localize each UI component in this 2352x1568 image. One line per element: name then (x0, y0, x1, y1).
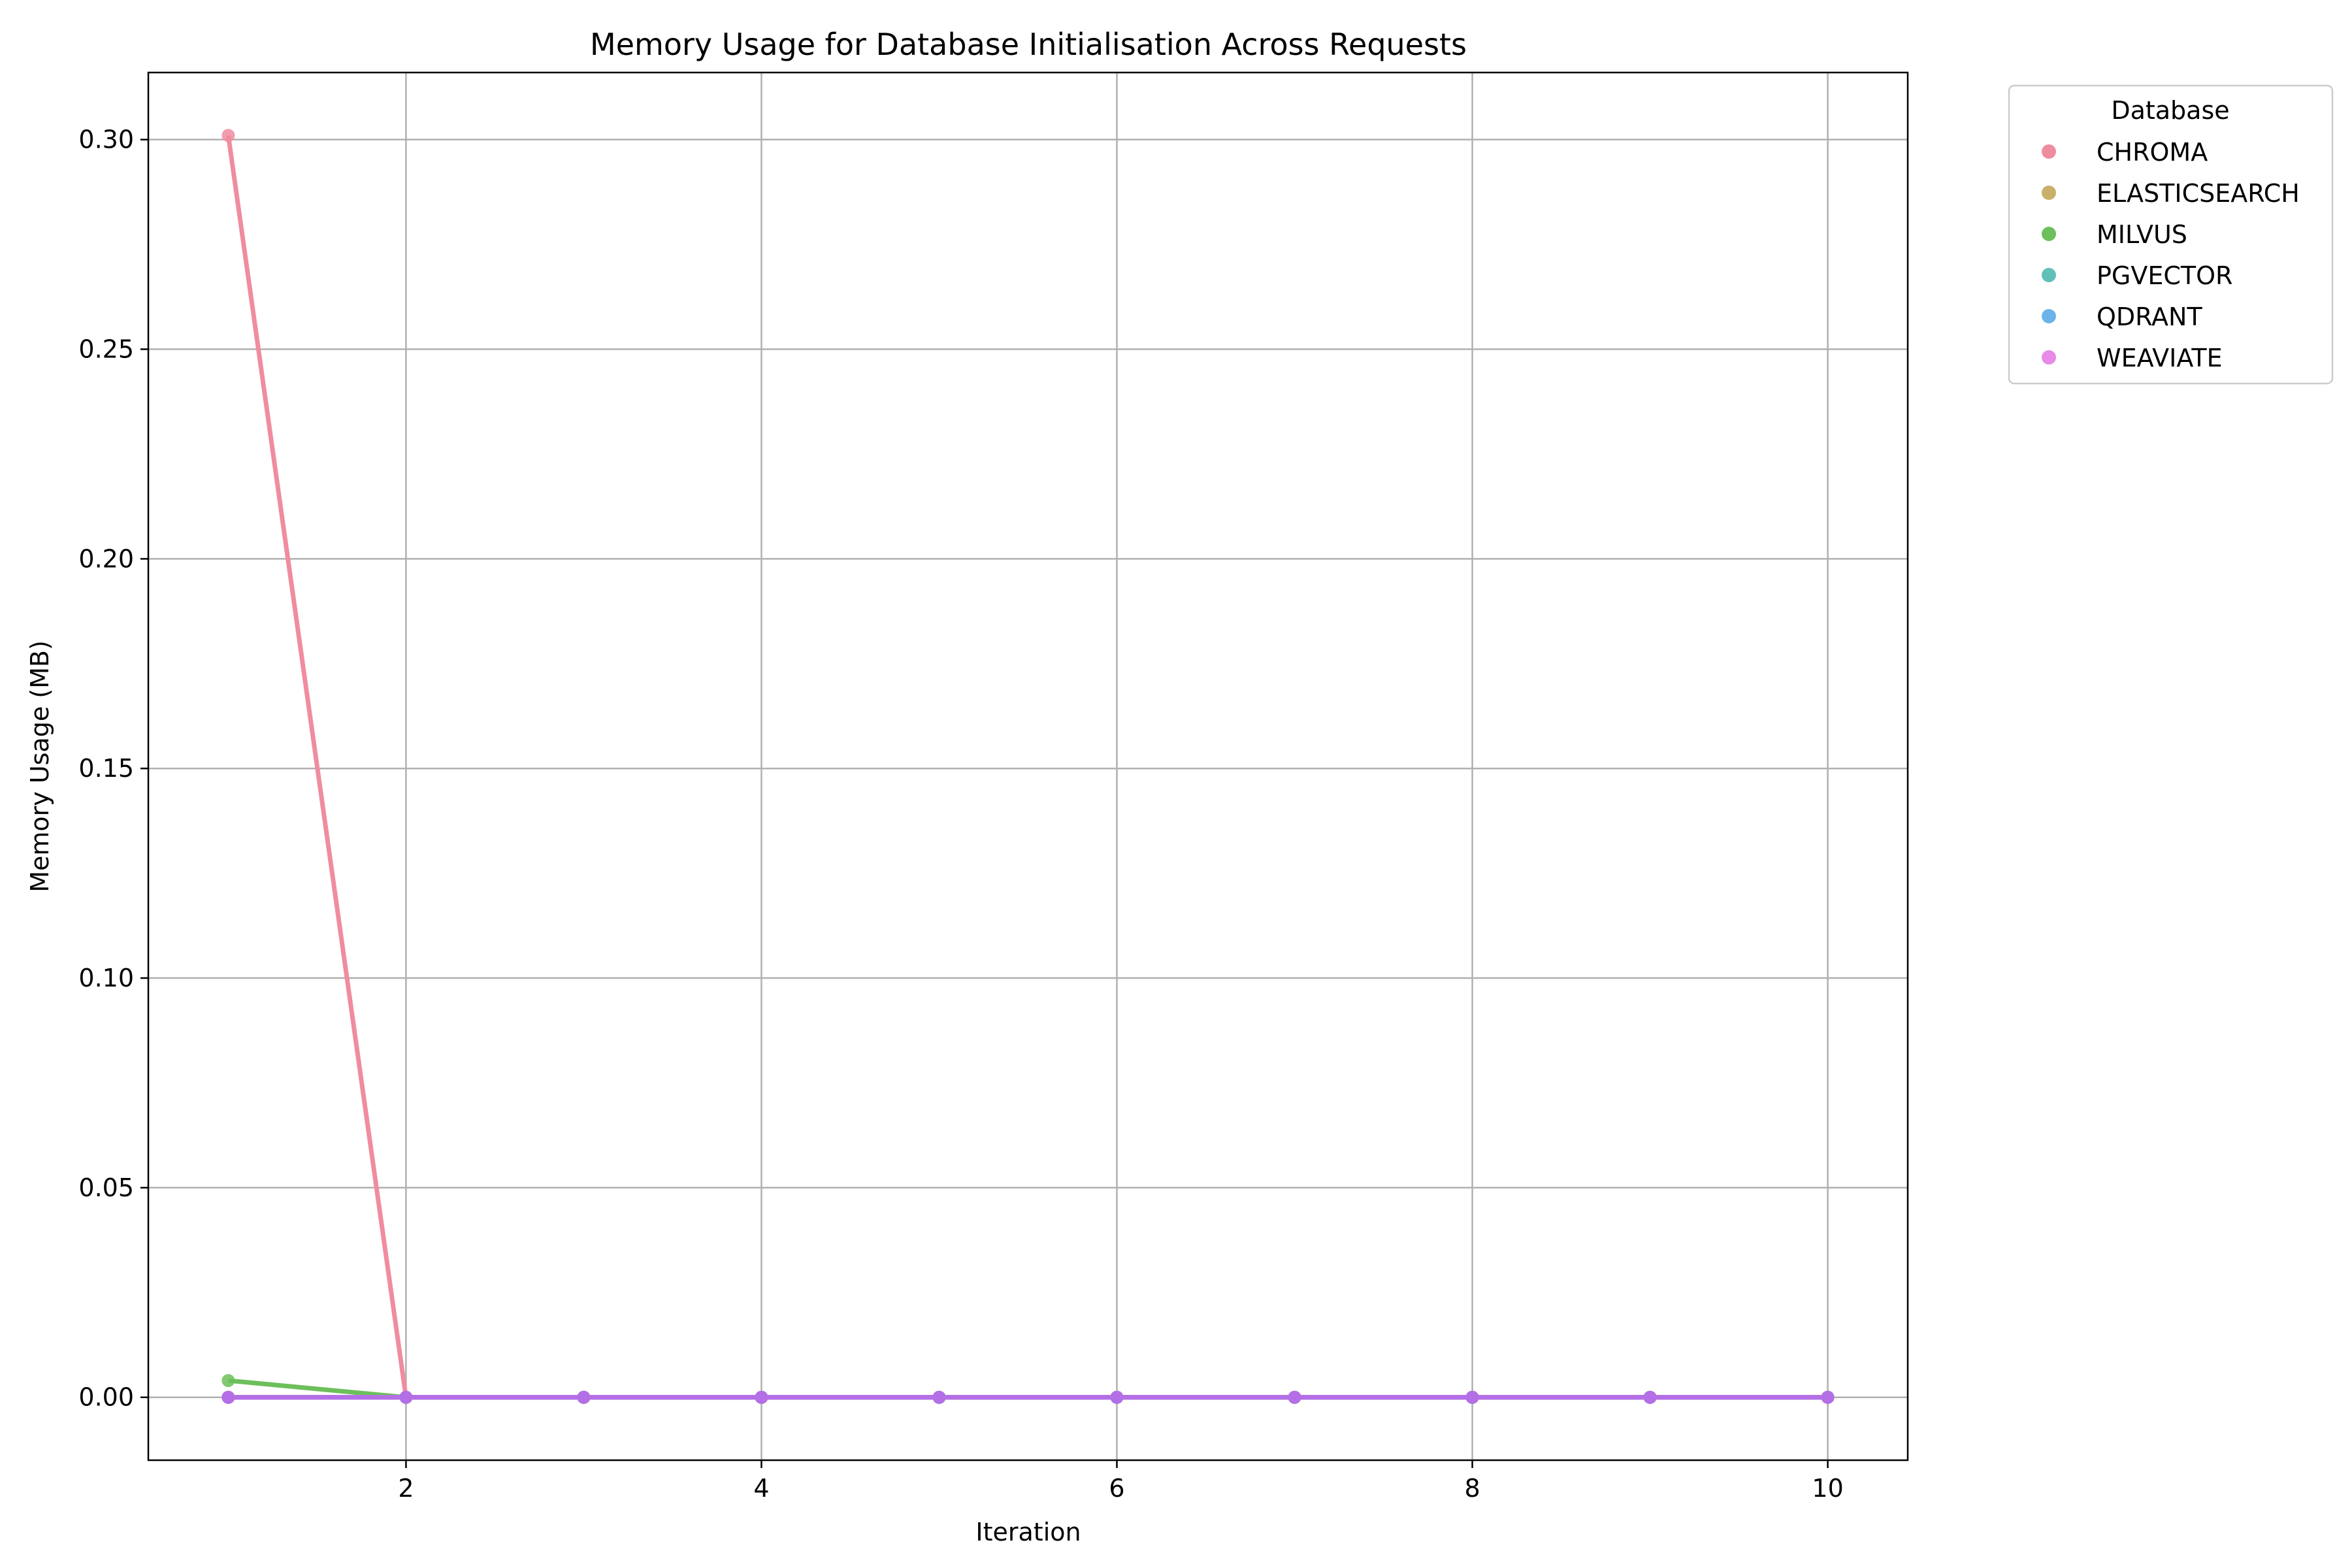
y-tick-label: 0.30 (78, 125, 134, 154)
data-point-overlap (399, 1390, 413, 1404)
legend-marker-pgvector (2042, 268, 2056, 282)
series-points (221, 129, 1835, 1404)
legend-marker-chroma (2042, 144, 2056, 159)
legend-label-weaviate: WEAVIATE (2097, 344, 2223, 372)
x-tick-label: 4 (753, 1474, 769, 1503)
legend-marker-weaviate (2042, 350, 2056, 365)
legend-marker-milvus (2042, 227, 2056, 241)
y-tick-label: 0.20 (78, 544, 134, 573)
chart-title: Memory Usage for Database Initialisation… (590, 27, 1467, 62)
x-axis-title: Iteration (975, 1518, 1081, 1546)
data-point-overlap (1465, 1390, 1479, 1404)
legend-marker-elasticsearch (2042, 186, 2056, 200)
legend-label-milvus: MILVUS (2097, 220, 2187, 249)
legend-frame (2008, 84, 2334, 385)
data-point-overlap (221, 1390, 235, 1404)
legend-title: Database (2111, 96, 2229, 125)
data-point-overlap (1110, 1390, 1124, 1404)
legend-label-elasticsearch: ELASTICSEARCH (2097, 179, 2300, 208)
legend-label-chroma: CHROMA (2097, 138, 2208, 167)
y-tick-label: 0.10 (78, 964, 134, 992)
x-tick-label: 8 (1464, 1474, 1480, 1503)
x-tick-label: 2 (398, 1474, 414, 1503)
data-point-overlap (1643, 1390, 1657, 1404)
series-lines (225, 135, 1828, 1400)
y-axis-title: Memory Usage (MB) (25, 640, 54, 892)
x-tick-label: 10 (1812, 1474, 1843, 1503)
plot-frame (147, 71, 1909, 1462)
data-point-milvus (221, 1374, 235, 1388)
y-tick-label: 0.00 (78, 1383, 134, 1412)
y-tick-label: 0.25 (78, 335, 134, 364)
legend-items: CHROMA ELASTICSEARCH MILVUS PGVECTOR QDRANT W… (2042, 138, 2300, 372)
y-axis-ticks: 0.00 0.05 0.10 0.15 0.20 0.25 0.30 (78, 125, 148, 1412)
data-point-overlap (932, 1390, 946, 1404)
data-point-overlap (577, 1390, 591, 1404)
legend-label-pgvector: PGVECTOR (2097, 261, 2232, 290)
data-point-chroma (221, 129, 235, 142)
y-tick-label: 0.05 (78, 1173, 134, 1202)
y-tick-label: 0.15 (78, 754, 134, 783)
x-tick-label: 6 (1109, 1474, 1124, 1503)
data-point-overlap (1821, 1390, 1835, 1404)
x-axis-ticks: 2 4 6 8 10 (398, 1460, 1844, 1503)
data-point-overlap (1288, 1390, 1301, 1404)
data-point-overlap (755, 1390, 768, 1404)
legend-label-qdrant: QDRANT (2097, 302, 2202, 331)
legend: Database CHROMA ELASTICSEARCH MILVUS PGVECT… (2008, 84, 2334, 385)
legend-marker-qdrant (2042, 309, 2056, 323)
